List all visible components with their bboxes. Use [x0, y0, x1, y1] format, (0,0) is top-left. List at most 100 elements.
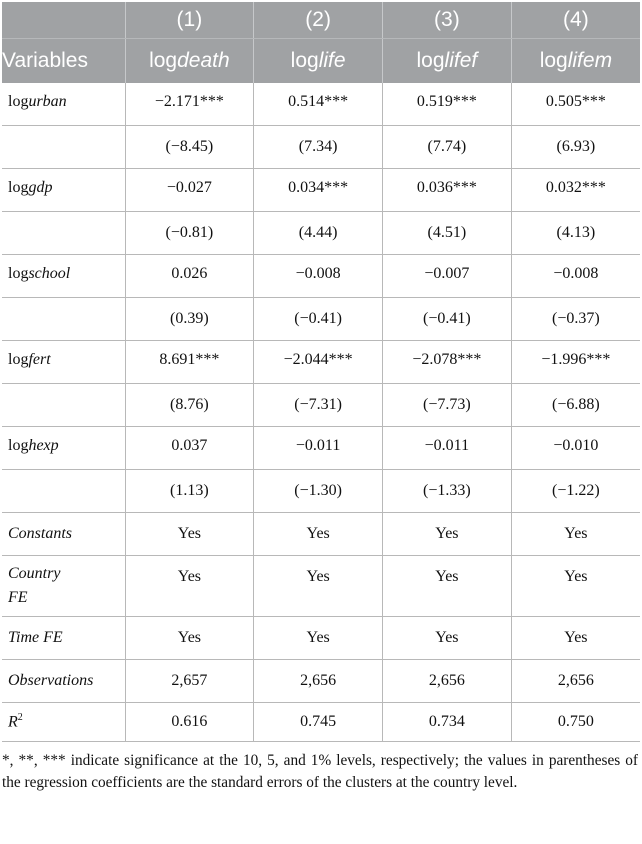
se-cell: (−1.33): [382, 469, 512, 513]
table-row-school-coef: logschool 0.026 −0.008 −0.007 −0.008: [2, 254, 640, 298]
control-cell: Yes: [253, 512, 383, 556]
column-var-name: life: [318, 49, 346, 72]
se-cell: (−6.88): [510, 383, 640, 427]
control-cell: Yes: [253, 555, 383, 617]
coef-cell: 0.519***: [382, 83, 512, 126]
control-cell: Yes: [124, 512, 254, 556]
row-label-observations: Observations: [2, 659, 125, 703]
table-row-urban-se: (−8.45) (7.34) (7.74) (6.93): [2, 125, 640, 169]
table-row-r2: R2 0.616 0.745 0.734 0.750: [2, 702, 640, 742]
row-label-constants: Constants: [2, 512, 125, 556]
coef-cell: −0.011: [253, 426, 383, 470]
row-label-empty: [2, 297, 125, 341]
row-label-name: hexp: [28, 437, 59, 454]
coef-cell: −2.078***: [382, 340, 512, 384]
observations-cell: 2,657: [124, 659, 254, 703]
se-cell: (8.76): [124, 383, 254, 427]
row-label-empty: [2, 469, 125, 513]
coef-cell: −0.007: [382, 254, 512, 298]
row-label-line1: Country: [8, 565, 61, 582]
row-label-name: fert: [28, 351, 51, 368]
control-cell: Yes: [124, 555, 254, 617]
column-var-prefix: log: [149, 49, 178, 72]
row-label-prefix: log: [8, 437, 29, 454]
row-label-name: urban: [28, 93, 67, 110]
se-cell: (−1.22): [510, 469, 640, 513]
header-blank-cell: [2, 2, 125, 39]
r2-cell: 0.734: [382, 702, 512, 742]
table-row-school-se: (0.39) (−0.41) (−0.41) (−0.37): [2, 297, 640, 341]
row-label-name: school: [28, 265, 71, 282]
variables-header: Variables: [2, 38, 125, 83]
column-var-life: loglife: [253, 38, 383, 83]
table-row-constants: Constants Yes Yes Yes Yes: [2, 512, 640, 556]
se-cell: (−1.30): [253, 469, 383, 513]
control-cell: Yes: [382, 555, 512, 617]
r2-cell: 0.750: [510, 702, 640, 742]
regression-table-container: (1) (2) (3) (4) Variables logdeath logli…: [2, 2, 640, 794]
coef-cell: 0.032***: [510, 168, 640, 212]
control-cell: Yes: [510, 616, 640, 660]
table-row-country-fe: Country FE Yes Yes Yes Yes: [2, 555, 640, 617]
se-cell: (−7.73): [382, 383, 512, 427]
coef-cell: −0.011: [382, 426, 512, 470]
coef-cell: −2.044***: [253, 340, 383, 384]
column-var-name: death: [177, 49, 230, 72]
row-label-school: logschool: [2, 254, 125, 298]
se-cell: (7.74): [382, 125, 512, 169]
observations-cell: 2,656: [253, 659, 383, 703]
row-label-fert: logfert: [2, 340, 125, 384]
se-cell: (6.93): [510, 125, 640, 169]
table-row-fert-coef: logfert 8.691*** −2.044*** −2.078*** −1.…: [2, 340, 640, 384]
table-row-hexp-se: (1.13) (−1.30) (−1.33) (−1.22): [2, 469, 640, 513]
coef-cell: 0.514***: [253, 83, 383, 126]
column-var-death: logdeath: [124, 38, 254, 83]
table-row-fert-se: (8.76) (−7.31) (−7.73) (−6.88): [2, 383, 640, 427]
row-label-empty: [2, 125, 125, 169]
table-row-urban-coef: logurban −2.171*** 0.514*** 0.519*** 0.5…: [2, 83, 640, 126]
se-cell: (4.13): [510, 211, 640, 255]
column-var-prefix: log: [416, 49, 445, 72]
coef-cell: 0.505***: [510, 83, 640, 126]
se-cell: (−0.81): [124, 211, 254, 255]
se-cell: (1.13): [124, 469, 254, 513]
row-label-r2: R2: [2, 702, 125, 742]
table-footnote: *, **, *** indicate significance at the …: [2, 752, 638, 791]
se-cell: (4.51): [382, 211, 512, 255]
row-label-time-fe: Time FE: [2, 616, 125, 660]
se-cell: (−0.37): [510, 297, 640, 341]
column-variable-row: Variables logdeath loglife loglifef logl…: [2, 38, 640, 83]
row-label-prefix: log: [8, 93, 29, 110]
table-row-gdp-se: (−0.81) (4.44) (4.51) (4.13): [2, 211, 640, 255]
control-cell: Yes: [510, 555, 640, 617]
control-cell: Yes: [253, 616, 383, 660]
control-cell: Yes: [382, 616, 512, 660]
column-var-lifef: loglifef: [382, 38, 512, 83]
r2-superscript: 2: [17, 712, 23, 724]
row-label-prefix: log: [8, 179, 29, 196]
row-label-prefix: log: [8, 351, 29, 368]
se-cell: (0.39): [124, 297, 254, 341]
column-var-lifem: loglifem: [510, 38, 640, 83]
column-var-name: lifem: [567, 49, 613, 72]
column-number-2: (2): [253, 2, 383, 39]
row-label-urban: logurban: [2, 83, 125, 126]
table-row-hexp-coef: loghexp 0.037 −0.011 −0.011 −0.010: [2, 426, 640, 470]
coef-cell: −0.008: [253, 254, 383, 298]
column-var-name: lifef: [444, 49, 478, 72]
control-cell: Yes: [382, 512, 512, 556]
row-label-empty: [2, 211, 125, 255]
regression-table: (1) (2) (3) (4) Variables logdeath logli…: [2, 2, 640, 742]
coef-cell: −1.996***: [510, 340, 640, 384]
coef-cell: −0.010: [510, 426, 640, 470]
row-label-empty: [2, 383, 125, 427]
control-cell: Yes: [124, 616, 254, 660]
coef-cell: 0.036***: [382, 168, 512, 212]
coef-cell: 0.034***: [253, 168, 383, 212]
column-number-1: (1): [124, 2, 254, 39]
column-number-3: (3): [382, 2, 512, 39]
row-label-gdp: loggdp: [2, 168, 125, 212]
column-var-prefix: log: [290, 49, 319, 72]
row-label-prefix: log: [8, 265, 29, 282]
coef-cell: 0.037: [124, 426, 254, 470]
